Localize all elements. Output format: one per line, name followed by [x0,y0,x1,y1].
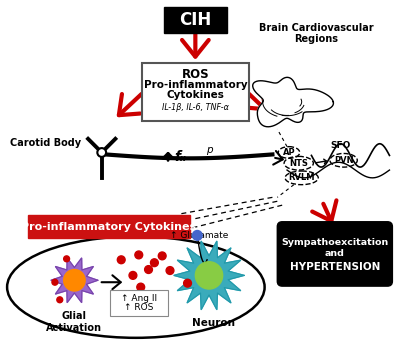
Circle shape [52,279,58,285]
Text: and: and [325,249,345,258]
Circle shape [117,256,125,264]
Circle shape [150,259,158,267]
Polygon shape [174,241,244,310]
Circle shape [137,283,145,291]
Text: p: p [206,144,212,154]
Text: fₓ: fₓ [174,150,186,164]
FancyBboxPatch shape [28,215,190,238]
Circle shape [97,148,106,157]
Text: AP: AP [283,148,295,157]
Circle shape [135,251,143,259]
Circle shape [166,267,174,275]
Text: Carotid Body: Carotid Body [10,138,81,148]
FancyBboxPatch shape [164,7,226,33]
Circle shape [64,270,85,291]
Text: PVN: PVN [334,156,354,165]
FancyBboxPatch shape [142,63,249,121]
Circle shape [184,279,192,287]
Text: IL-1β, IL-6, TNF-α: IL-1β, IL-6, TNF-α [162,103,229,112]
Text: Sympathoexcitation: Sympathoexcitation [281,238,388,247]
FancyBboxPatch shape [277,222,392,286]
Text: CIH: CIH [179,11,212,29]
Polygon shape [51,258,98,302]
Text: HYPERTENSION: HYPERTENSION [290,262,380,272]
Text: ↑ ROS: ↑ ROS [124,303,154,312]
Text: Pro-inflammatory Cytokines: Pro-inflammatory Cytokines [21,222,196,232]
Circle shape [57,297,63,303]
Text: Brain Cardiovascular
Regions: Brain Cardiovascular Regions [259,23,374,44]
Text: Cytokines: Cytokines [166,90,224,100]
Text: Glial
Activation: Glial Activation [46,311,102,333]
Circle shape [195,262,223,289]
Text: Neuron: Neuron [192,318,235,328]
FancyBboxPatch shape [110,290,168,316]
Circle shape [145,266,152,273]
Text: NTS: NTS [289,159,308,168]
Text: ↑ Glutamate: ↑ Glutamate [170,231,228,240]
Polygon shape [253,77,334,127]
Circle shape [192,230,202,240]
Circle shape [158,252,166,260]
Text: RVLM: RVLM [288,173,315,182]
Text: ↑ Ang II: ↑ Ang II [121,294,157,303]
Text: SFO: SFO [330,141,351,150]
Text: Pro-inflammatory: Pro-inflammatory [144,80,247,90]
Circle shape [64,256,70,262]
Text: ROS: ROS [182,68,209,81]
Circle shape [129,271,137,279]
